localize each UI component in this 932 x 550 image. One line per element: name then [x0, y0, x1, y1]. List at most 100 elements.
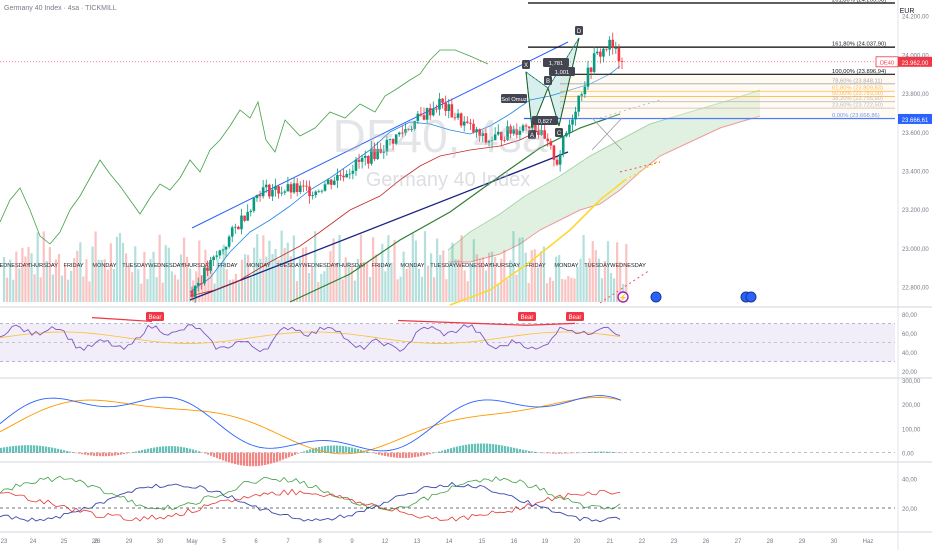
candle-body[interactable] — [243, 215, 246, 221]
candle-body[interactable] — [283, 191, 287, 193]
candle-body[interactable] — [376, 148, 379, 160]
candle-body[interactable] — [552, 145, 556, 160]
candle-body[interactable] — [589, 67, 593, 72]
candle-body[interactable] — [407, 129, 410, 131]
pattern-point-badge[interactable] — [528, 130, 536, 139]
event-flash-icon[interactable] — [617, 291, 629, 303]
candle-body[interactable] — [574, 111, 577, 120]
candle-body[interactable] — [215, 255, 219, 257]
candle-body[interactable] — [466, 121, 469, 123]
candle-body[interactable] — [370, 148, 373, 164]
candle-body[interactable] — [206, 267, 209, 271]
candle-body[interactable] — [444, 102, 447, 112]
candle-body[interactable] — [373, 148, 376, 160]
candle-body[interactable] — [555, 159, 559, 165]
candle-body[interactable] — [268, 184, 271, 197]
candle-body[interactable] — [190, 290, 194, 297]
candle-body[interactable] — [614, 48, 618, 49]
candle-body[interactable] — [357, 159, 361, 162]
candle-body[interactable] — [509, 126, 512, 134]
candle-body[interactable] — [620, 61, 624, 62]
candle-body[interactable] — [503, 140, 506, 141]
candle-body[interactable] — [404, 129, 407, 133]
candle-body[interactable] — [360, 157, 364, 162]
dmi-pane[interactable]: 40,00 20,00 — [0, 475, 918, 523]
candle-body[interactable] — [571, 119, 574, 125]
candle-body[interactable] — [295, 183, 299, 192]
candle-body[interactable] — [450, 104, 454, 118]
candle-body[interactable] — [500, 131, 503, 141]
candle-body[interactable] — [258, 195, 262, 197]
candle-body[interactable] — [546, 138, 550, 142]
candle-body[interactable] — [354, 159, 358, 171]
candle-body[interactable] — [475, 129, 478, 133]
pattern-point-badge[interactable] — [544, 76, 552, 85]
candle-body[interactable] — [592, 53, 596, 72]
candle-body[interactable] — [431, 108, 435, 116]
pattern-point-badge[interactable] — [555, 128, 563, 137]
candle-body[interactable] — [617, 48, 621, 62]
candle-body[interactable] — [568, 124, 571, 133]
candle-body[interactable] — [286, 184, 290, 192]
bear-signal-badge[interactable] — [566, 312, 584, 321]
candle-body[interactable] — [348, 173, 352, 175]
candle-body[interactable] — [234, 226, 237, 228]
candle-body[interactable] — [326, 179, 330, 185]
candle-body[interactable] — [401, 132, 404, 134]
bear-signal-badge[interactable] — [518, 312, 536, 321]
candle-body[interactable] — [391, 139, 395, 144]
candle-body[interactable] — [512, 129, 516, 134]
candle-body[interactable] — [246, 212, 249, 221]
candle-body[interactable] — [456, 113, 460, 118]
candle-body[interactable] — [314, 191, 318, 196]
candle-body[interactable] — [521, 125, 525, 131]
candle-body[interactable] — [469, 122, 472, 124]
candle-body[interactable] — [230, 227, 234, 237]
candle-body[interactable] — [240, 215, 243, 230]
candle-body[interactable] — [506, 126, 509, 141]
candle-body[interactable] — [428, 108, 432, 116]
candle-body[interactable] — [221, 249, 225, 251]
candle-body[interactable] — [193, 285, 197, 297]
candle-body[interactable] — [329, 179, 333, 185]
candle-body[interactable] — [367, 155, 370, 164]
candle-body[interactable] — [305, 185, 308, 187]
candle-body[interactable] — [515, 129, 519, 135]
candle-body[interactable] — [608, 39, 611, 50]
candle-body[interactable] — [493, 134, 497, 141]
candle-body[interactable] — [496, 131, 500, 135]
event-markers[interactable]: ⚡ — [617, 291, 757, 303]
candle-body[interactable] — [410, 128, 413, 130]
candle-body[interactable] — [345, 173, 348, 178]
pattern-point-badge[interactable] — [522, 60, 530, 69]
candle-body[interactable] — [289, 184, 293, 193]
candle-body[interactable] — [209, 259, 212, 271]
candle-body[interactable] — [605, 48, 608, 50]
pattern-point-badge[interactable] — [575, 26, 583, 35]
event-economic-icon[interactable] — [650, 291, 662, 303]
bear-signal-badge[interactable] — [146, 312, 164, 321]
candle-body[interactable] — [527, 126, 531, 129]
candle-body[interactable] — [292, 183, 296, 193]
candle-body[interactable] — [261, 187, 265, 197]
candle-body[interactable] — [333, 180, 336, 185]
candle-body[interactable] — [478, 129, 481, 136]
candle-body[interactable] — [537, 131, 540, 135]
candle-body[interactable] — [435, 108, 438, 110]
candle-body[interactable] — [308, 186, 311, 197]
candlesticks[interactable] — [190, 32, 624, 303]
candle-body[interactable] — [317, 191, 321, 193]
candle-body[interactable] — [227, 236, 231, 247]
candle-body[interactable] — [611, 39, 615, 49]
candle-body[interactable] — [602, 48, 605, 57]
candle-body[interactable] — [459, 113, 463, 126]
candle-body[interactable] — [595, 51, 599, 54]
candle-body[interactable] — [385, 139, 389, 152]
candle-body[interactable] — [549, 141, 553, 146]
candle-body[interactable] — [558, 154, 562, 165]
candle-body[interactable] — [252, 198, 256, 211]
candle-body[interactable] — [388, 139, 392, 140]
candle-body[interactable] — [264, 184, 268, 188]
candle-body[interactable] — [565, 132, 568, 137]
